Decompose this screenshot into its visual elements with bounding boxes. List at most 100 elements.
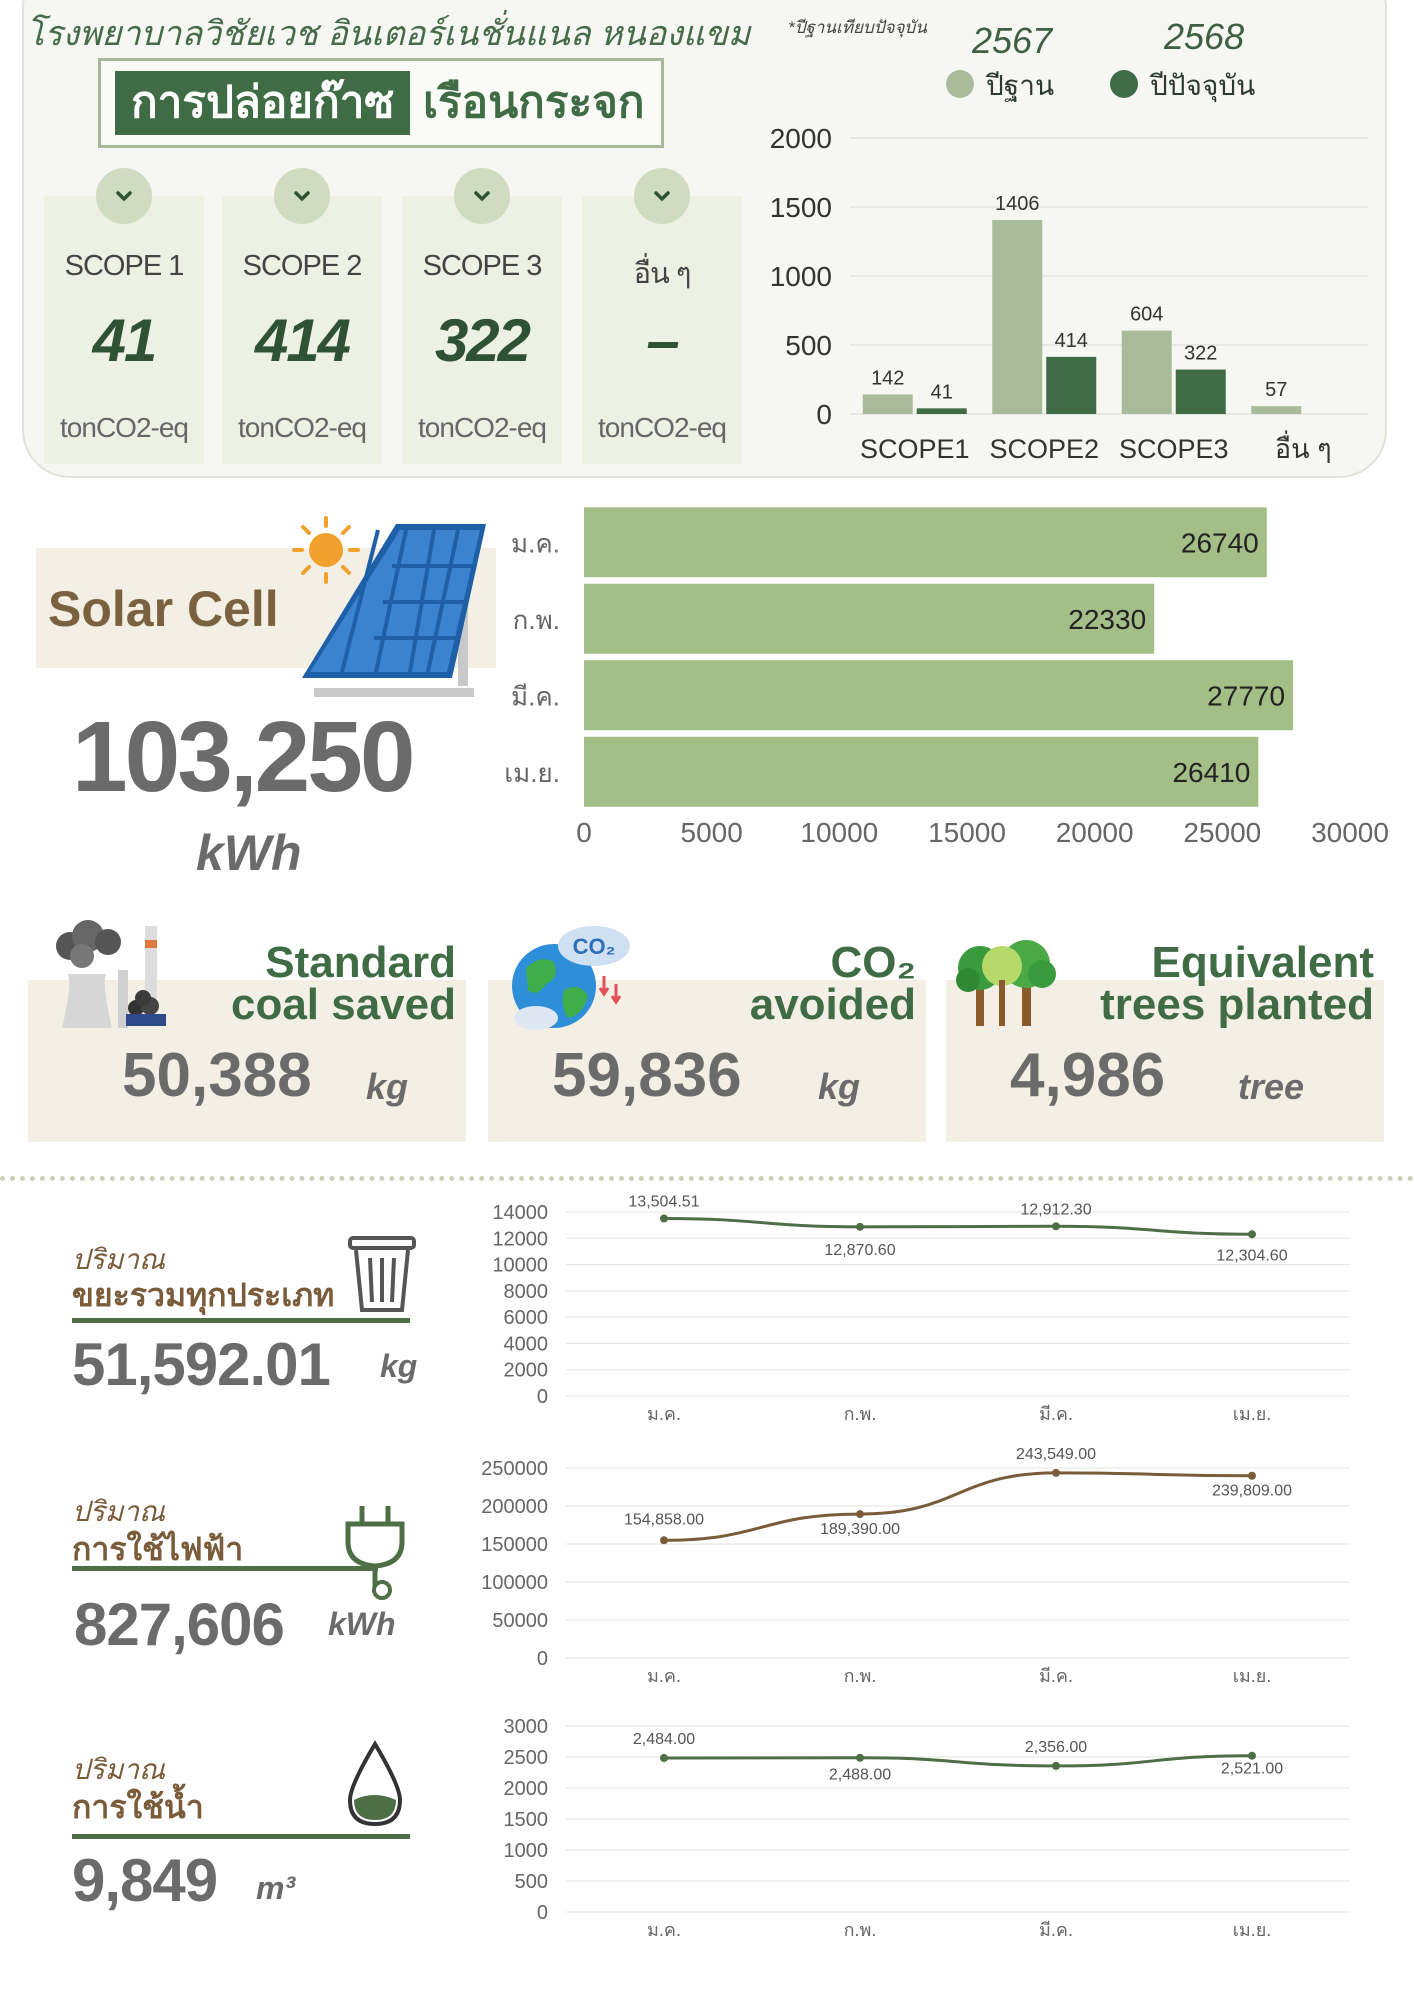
scope-card-other [582, 196, 742, 464]
legend-current-dot [1110, 70, 1138, 98]
co2-title-line2: avoided [749, 980, 916, 1029]
ghg-title-highlight: การปล่อยก๊าซ [115, 71, 411, 135]
solar-panel-icon [292, 516, 486, 697]
bar [1121, 330, 1172, 414]
data-label: 2,484.00 [633, 1731, 695, 1748]
data-label: 2,356.00 [1025, 1739, 1087, 1756]
water-label: การใช้น้ำ [72, 1789, 204, 1825]
bar [584, 507, 1267, 578]
data-point [660, 1753, 668, 1762]
x-tick-label: 0 [576, 817, 592, 848]
y-tick-label: 1000 [504, 1840, 549, 1862]
y-tick-label: 2000 [504, 1778, 549, 1800]
scope-card-1 [44, 196, 204, 464]
data-label: 189,390.00 [820, 1521, 900, 1538]
data-point [660, 1536, 668, 1545]
data-label: 239,809.00 [1212, 1483, 1292, 1500]
waste-rule [72, 1318, 410, 1323]
scope-other-unit: tonCO2-eq [598, 412, 727, 443]
y-tick-label: ก.พ. [513, 605, 560, 635]
data-point [1052, 1222, 1060, 1231]
data-label: 26740 [1181, 527, 1259, 558]
scope-other-name: อื่น ๆ [633, 258, 692, 290]
y-tick-label: 500 [515, 1871, 548, 1893]
y-tick-label: 10000 [492, 1255, 548, 1277]
y-tick-label: 0 [537, 1648, 548, 1670]
data-label: 322 [1184, 343, 1217, 365]
bar [584, 736, 1259, 807]
electricity-line-chart: 0 50000 100000 150000 200000 250000 154,858.00… [481, 1446, 1350, 1686]
bar [1175, 369, 1226, 414]
y-tick-label: 3000 [504, 1716, 549, 1738]
bar [584, 583, 1155, 654]
chevron-down-icon [454, 168, 510, 224]
coal-title-line2: coal saved [230, 980, 456, 1029]
series-line [663, 1471, 1253, 1542]
y-tick-label: 150000 [481, 1534, 548, 1556]
data-label: 414 [1055, 330, 1088, 352]
bar [992, 219, 1043, 414]
coal-unit: kg [366, 1066, 409, 1107]
scope-1-value: 41 [92, 307, 158, 374]
y-tick-label: ม.ค. [511, 528, 560, 558]
trees-title-line2: trees planted [1100, 980, 1374, 1029]
coal-plant-icon [56, 920, 166, 1028]
scope-3-unit: tonCO2-eq [418, 412, 547, 443]
x-tick-label: ม.ค. [647, 1920, 681, 1940]
x-tick-label: เม.ย. [1233, 1920, 1272, 1940]
x-tick-label: 10000 [800, 817, 878, 848]
water-prefix: ปริมาณ [72, 1754, 165, 1785]
data-point [856, 1510, 864, 1519]
y-tick-label: 1000 [770, 261, 832, 292]
data-label: 12,870.60 [824, 1242, 895, 1259]
scope-card-2 [222, 196, 382, 464]
bar [1251, 406, 1302, 414]
scope-other-value: – [646, 307, 679, 374]
solar-title: Solar Cell [48, 581, 279, 637]
electricity-label: การใช้ไฟฟ้า [72, 1531, 244, 1567]
x-tick-label: SCOPE1 [860, 434, 970, 464]
x-tick-label: 30000 [1311, 817, 1389, 848]
hospital-name: โรงพยาบาลวิชัยเวช อินเตอร์เนชั่นแนล หนอง… [26, 15, 751, 53]
trees-card [946, 980, 1384, 1142]
solar-total-unit: kWh [196, 825, 302, 881]
svg-text:CO₂: CO₂ [573, 934, 616, 959]
waste-value: 51,592.01 [72, 1331, 331, 1398]
trees-icon [956, 940, 1056, 1026]
ghg-title: การปล่อยก๊าซ เรือนกระจก [98, 58, 664, 148]
waste-line-chart: 0 2000 4000 6000 8000 10000 12000 14000 13,504.5… [492, 1194, 1350, 1424]
data-point [1052, 1761, 1060, 1770]
x-tick-label: ม.ค. [647, 1666, 681, 1686]
x-tick-label: อื่น ๆ [1275, 430, 1332, 464]
x-tick-label: SCOPE3 [1119, 434, 1229, 464]
data-point [1248, 1471, 1256, 1480]
y-tick-label: 0 [537, 1386, 548, 1408]
waste-unit: kg [380, 1348, 418, 1384]
waste-prefix: ปริมาณ [72, 1244, 165, 1275]
scope-2-unit: tonCO2-eq [238, 412, 367, 443]
x-tick-label: ก.พ. [844, 1666, 877, 1686]
co2-value: 59,836 [552, 1041, 742, 1110]
bar [862, 394, 913, 414]
water-value: 9,849 [72, 1847, 218, 1914]
section-divider [0, 1176, 1414, 1181]
x-tick-label: ก.พ. [844, 1920, 877, 1940]
chevron-down-icon [274, 168, 330, 224]
water-rule [72, 1834, 410, 1839]
electricity-value: 827,606 [74, 1591, 285, 1658]
data-label: 27770 [1207, 680, 1285, 711]
y-tick-label: 100000 [481, 1572, 548, 1594]
trash-bin-icon [348, 1236, 416, 1312]
trees-unit: tree [1238, 1066, 1305, 1107]
data-label: 26410 [1172, 757, 1250, 788]
data-label: 13,504.51 [628, 1194, 699, 1211]
scope-card-3 [402, 196, 562, 464]
data-label: 12,304.60 [1216, 1247, 1287, 1264]
trees-title-line1: Equivalent [1151, 938, 1375, 987]
sun-icon [292, 516, 360, 584]
y-tick-label: 8000 [504, 1281, 549, 1303]
x-tick-label: 15000 [928, 817, 1006, 848]
x-tick-label: เม.ย. [1233, 1404, 1272, 1424]
data-point [1248, 1230, 1256, 1239]
y-tick-label: 6000 [504, 1307, 549, 1329]
